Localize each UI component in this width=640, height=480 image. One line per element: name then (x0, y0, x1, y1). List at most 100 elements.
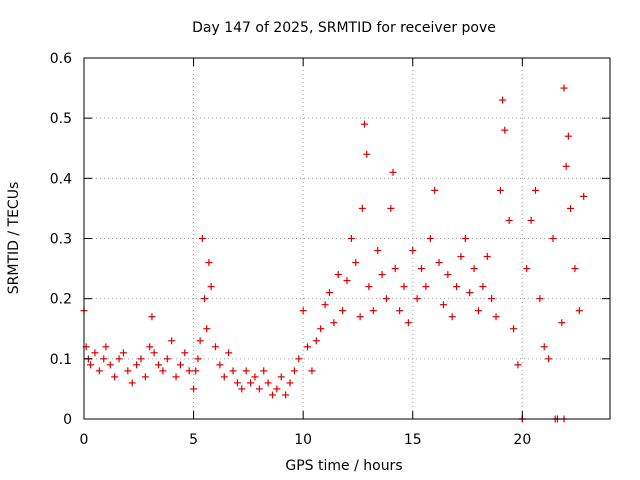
data-point (185, 367, 193, 375)
data-point (382, 295, 390, 303)
data-point (196, 337, 204, 345)
data-point (560, 84, 568, 92)
data-point (141, 373, 149, 381)
data-point (194, 355, 202, 363)
data-point (251, 373, 259, 381)
data-point (273, 385, 281, 393)
data-point (505, 216, 513, 224)
data-point (422, 283, 430, 291)
tick-labels: 0 0.1 0.2 0.3 0.4 0.5 0.6 0 5 10 15 20 (50, 51, 532, 448)
data-point (431, 186, 439, 194)
data-point (282, 391, 290, 399)
x-tick-label: 5 (189, 432, 198, 448)
data-point (137, 355, 145, 363)
data-point (444, 271, 452, 279)
data-point (146, 343, 154, 351)
data-point (499, 96, 507, 104)
data-point (155, 361, 163, 369)
data-point (238, 385, 246, 393)
data-point (396, 307, 404, 315)
y-tick-label: 0.4 (50, 171, 72, 187)
data-point (233, 379, 241, 387)
data-point (387, 204, 395, 212)
data-point (91, 349, 99, 357)
data-point (277, 373, 285, 381)
data-point (418, 265, 426, 273)
data-point (100, 355, 108, 363)
data-point (514, 361, 522, 369)
data-point (448, 313, 456, 321)
data-point (549, 235, 557, 242)
data-point (567, 204, 575, 212)
y-tick-label: 0.2 (50, 292, 72, 308)
x-tick-label: 0 (80, 432, 89, 448)
y-tick-label: 0.5 (50, 111, 72, 127)
data-point (264, 379, 272, 387)
data-point (475, 307, 482, 315)
data-point (483, 253, 491, 261)
data-point (361, 120, 369, 128)
data-point (229, 367, 237, 375)
data-point (247, 379, 255, 387)
data-point (470, 265, 478, 273)
data-point (207, 283, 215, 291)
data-point (190, 385, 198, 393)
data-point (334, 271, 342, 279)
data-point (133, 361, 141, 369)
data-point (492, 313, 500, 321)
data-point (389, 168, 397, 176)
data-point (575, 307, 583, 315)
x-tick-label: 15 (404, 432, 422, 448)
data-point (439, 301, 447, 309)
data-point (339, 307, 347, 315)
data-point (488, 295, 496, 303)
data-point (95, 367, 103, 375)
data-point (571, 265, 579, 273)
data-point (159, 367, 167, 375)
data-point (225, 349, 233, 357)
data-point (536, 295, 544, 303)
data-point (409, 247, 417, 255)
data-point (479, 283, 487, 291)
data-point (295, 355, 303, 363)
data-point (363, 150, 371, 158)
data-point (192, 367, 200, 375)
data-point (128, 379, 136, 387)
data-point (457, 253, 465, 261)
data-point (545, 355, 553, 363)
data-point (378, 271, 386, 279)
data-point (242, 367, 250, 375)
x-axis-label: GPS time / hours (285, 458, 402, 474)
data-point (317, 325, 325, 333)
y-tick-label: 0.1 (50, 352, 72, 368)
data-point (374, 247, 382, 255)
data-point (413, 295, 421, 303)
data-point (496, 186, 504, 194)
data-point (321, 301, 329, 309)
data-point (461, 235, 469, 242)
data-point (299, 307, 307, 315)
data-point (286, 379, 294, 387)
data-point (426, 235, 434, 242)
data-point (358, 204, 366, 212)
data-point (212, 343, 219, 351)
data-point (268, 391, 276, 399)
data-point (102, 343, 110, 351)
y-axis-label: SRMTID / TECUs (6, 182, 22, 295)
data-point (150, 349, 158, 357)
data-point (115, 355, 123, 363)
data-point (203, 325, 211, 333)
data-point (562, 162, 570, 170)
data-points (80, 84, 588, 423)
data-point (404, 319, 412, 327)
data-point (111, 373, 119, 381)
data-point (558, 319, 566, 327)
grid-lines (84, 58, 610, 419)
data-point (172, 373, 180, 381)
data-point (260, 367, 268, 375)
data-point (201, 295, 209, 303)
data-point (435, 259, 443, 267)
y-tick-label: 0.6 (50, 51, 72, 67)
data-point (163, 355, 171, 363)
